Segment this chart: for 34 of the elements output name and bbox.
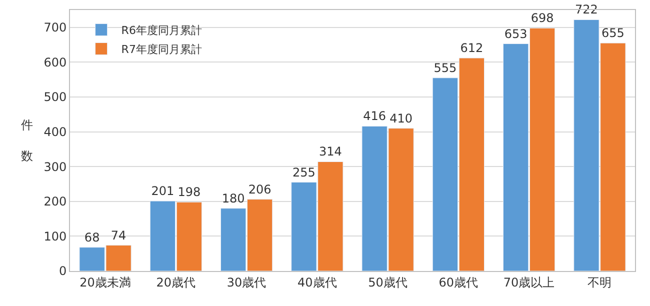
- y-tick-label: 300: [44, 160, 67, 174]
- data-label: 655: [601, 26, 624, 40]
- data-label: 201: [151, 184, 174, 198]
- y-tick-label: 500: [44, 90, 67, 104]
- y-tick-label: 100: [44, 229, 67, 244]
- y-tick-label: 200: [44, 194, 67, 209]
- x-tick-label: 50歳代: [368, 275, 408, 290]
- y-tick-label: 700: [44, 20, 67, 35]
- data-label: 206: [248, 182, 272, 196]
- data-label: 314: [318, 144, 342, 159]
- legend-label: R7年度同月累計: [121, 43, 202, 56]
- text: 件数: [21, 118, 33, 164]
- x-tick-label: 60歳代: [438, 275, 478, 290]
- x-tick-label: 70歳以上: [503, 275, 555, 290]
- data-label: 74: [110, 228, 126, 242]
- data-label: 653: [504, 26, 528, 41]
- y-tick-label: 0: [58, 264, 67, 278]
- x-tick-label: 20歳代: [156, 275, 196, 290]
- legend-label: R6年度同月累計: [121, 24, 202, 38]
- data-label: 416: [363, 109, 386, 124]
- x-tick-label: 40歳代: [298, 275, 337, 290]
- x-tick-label: 20歳未満: [80, 275, 131, 290]
- y-tick-label: 600: [44, 55, 67, 70]
- y-tick-label: 400: [44, 125, 67, 139]
- data-label: 410: [390, 111, 413, 126]
- data-label: 698: [530, 11, 554, 26]
- data-label: 68: [84, 230, 100, 244]
- data-label: 198: [178, 185, 201, 200]
- x-tick-label: 不明: [588, 275, 612, 290]
- x-tick-label: 30歳代: [226, 275, 266, 290]
- data-label: 255: [292, 165, 316, 180]
- data-label: 180: [222, 191, 245, 206]
- data-label: 555: [434, 60, 457, 75]
- data-label: 612: [460, 41, 484, 56]
